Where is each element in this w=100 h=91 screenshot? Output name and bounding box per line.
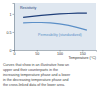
y-tick-label: 1: [10, 12, 12, 16]
y-tick: 0: [10, 49, 15, 53]
x-tick: 50: [35, 50, 39, 56]
caption-line: upper and their counterparts in the: [3, 68, 58, 72]
series-label: Resistivity: [20, 6, 36, 10]
caption-line: Curves that show in an illustrative how …: [3, 63, 69, 67]
chart: 05010015000.51ResistivityPermeability (s…: [0, 0, 100, 91]
caption-line: in the decreasing temperature phase and: [3, 78, 69, 82]
y-tick-label: 0: [10, 49, 12, 53]
caption-line: increasing temperature phase and a lower: [3, 73, 71, 77]
y-tick-mark: [13, 50, 15, 51]
x-tick-label: 50: [35, 52, 39, 56]
y-axis: 00.51: [7, 4, 15, 53]
x-tick-label: 0: [14, 52, 16, 56]
y-tick: 1: [10, 12, 15, 16]
series-group: [23, 13, 87, 30]
y-tick: 0.5: [7, 31, 15, 35]
y-tick-label: 0.5: [7, 31, 12, 35]
x-axis-title: Temperature (°C): [68, 56, 96, 60]
x-tick-label: 100: [57, 52, 63, 56]
y-axis-line: [13, 4, 15, 51]
x-tick: 0: [14, 50, 16, 56]
y-tick-mark: [13, 14, 15, 15]
y-tick-mark: [13, 32, 15, 33]
caption: Curves that show in an illustrative how …: [3, 63, 71, 87]
series-line: [23, 13, 87, 17]
plot-background: [14, 3, 96, 50]
caption-line: the cross-linked data of the lower area.: [3, 83, 65, 87]
series-line: [23, 23, 87, 31]
x-tick: 100: [57, 50, 63, 56]
series-label: Permeability (standardized): [38, 33, 82, 37]
